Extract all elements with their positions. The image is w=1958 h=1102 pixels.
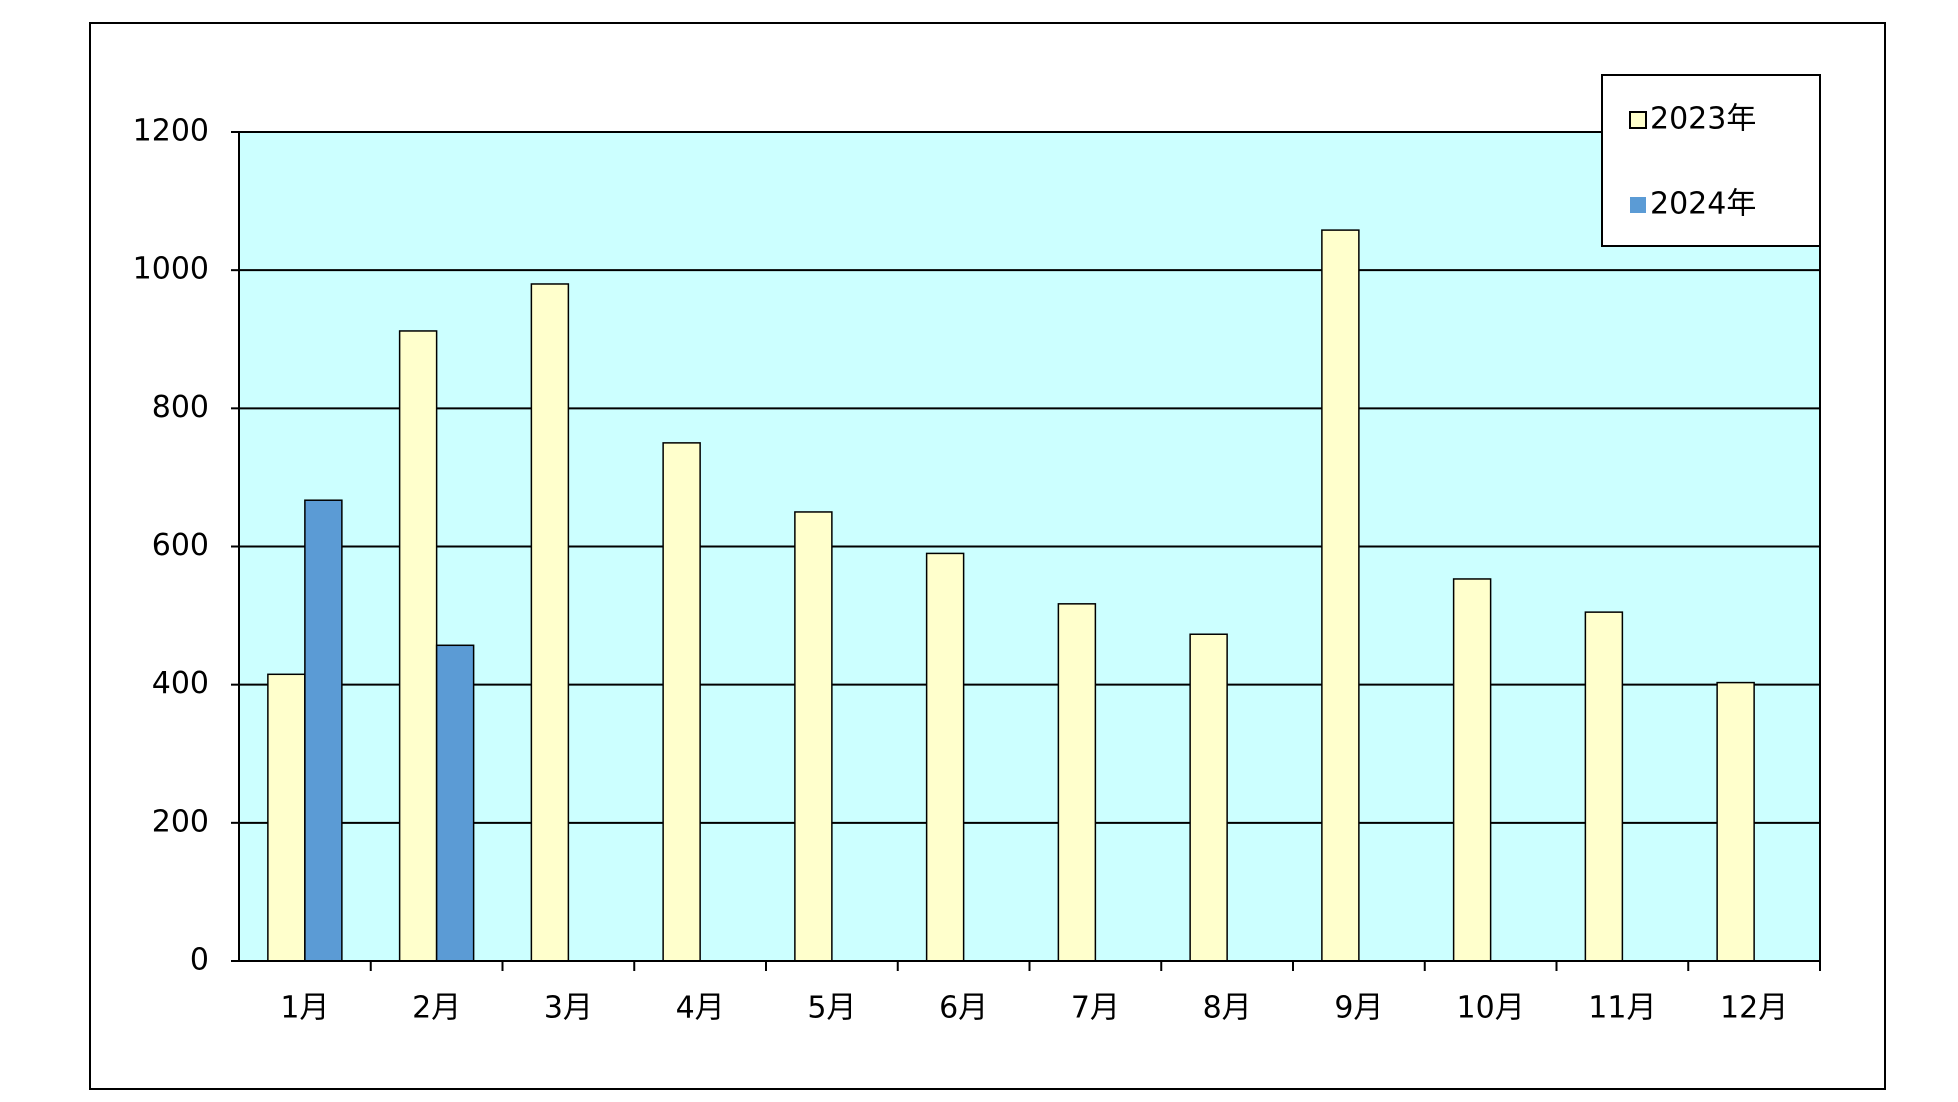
legend-label: 2023年 bbox=[1650, 102, 1756, 137]
legend-label: 2024年 bbox=[1650, 187, 1756, 222]
bar bbox=[794, 511, 833, 962]
x-tick-label: 1月 bbox=[280, 991, 329, 1026]
x-tick-label: 2月 bbox=[412, 991, 461, 1026]
y-tick-label: 800 bbox=[152, 390, 209, 425]
x-tick-label: 10月 bbox=[1457, 991, 1525, 1026]
bar bbox=[1584, 611, 1624, 962]
bar bbox=[530, 283, 570, 962]
x-tick-label: 6月 bbox=[939, 991, 988, 1026]
x-tick-label: 7月 bbox=[1071, 991, 1120, 1026]
y-tick-label: 1200 bbox=[133, 114, 209, 149]
y-tick-label: 200 bbox=[152, 804, 209, 839]
y-tick-label: 1000 bbox=[133, 252, 209, 287]
bar bbox=[1321, 229, 1360, 962]
bar bbox=[435, 644, 475, 962]
x-tick-label: 5月 bbox=[807, 991, 856, 1026]
bar bbox=[662, 442, 701, 962]
x-tick-label: 3月 bbox=[544, 991, 593, 1026]
bar bbox=[1716, 681, 1755, 962]
bar bbox=[925, 552, 965, 962]
bar bbox=[1189, 633, 1228, 962]
y-tick-label: 0 bbox=[190, 943, 209, 978]
legend-swatch bbox=[1630, 197, 1646, 213]
bar bbox=[1057, 603, 1097, 962]
y-tick-label: 400 bbox=[152, 666, 209, 701]
bar bbox=[304, 499, 343, 962]
bar bbox=[398, 330, 438, 962]
x-tick-label: 8月 bbox=[1203, 991, 1252, 1026]
x-tick-label: 11月 bbox=[1588, 991, 1656, 1026]
legend-box bbox=[1601, 74, 1821, 247]
x-tick-label: 12月 bbox=[1720, 991, 1788, 1026]
bar bbox=[1452, 578, 1492, 962]
y-tick-label: 600 bbox=[152, 528, 209, 563]
bar bbox=[267, 673, 306, 962]
x-tick-label: 4月 bbox=[676, 991, 725, 1026]
legend-swatch bbox=[1629, 111, 1647, 129]
x-tick-label: 9月 bbox=[1334, 991, 1383, 1026]
